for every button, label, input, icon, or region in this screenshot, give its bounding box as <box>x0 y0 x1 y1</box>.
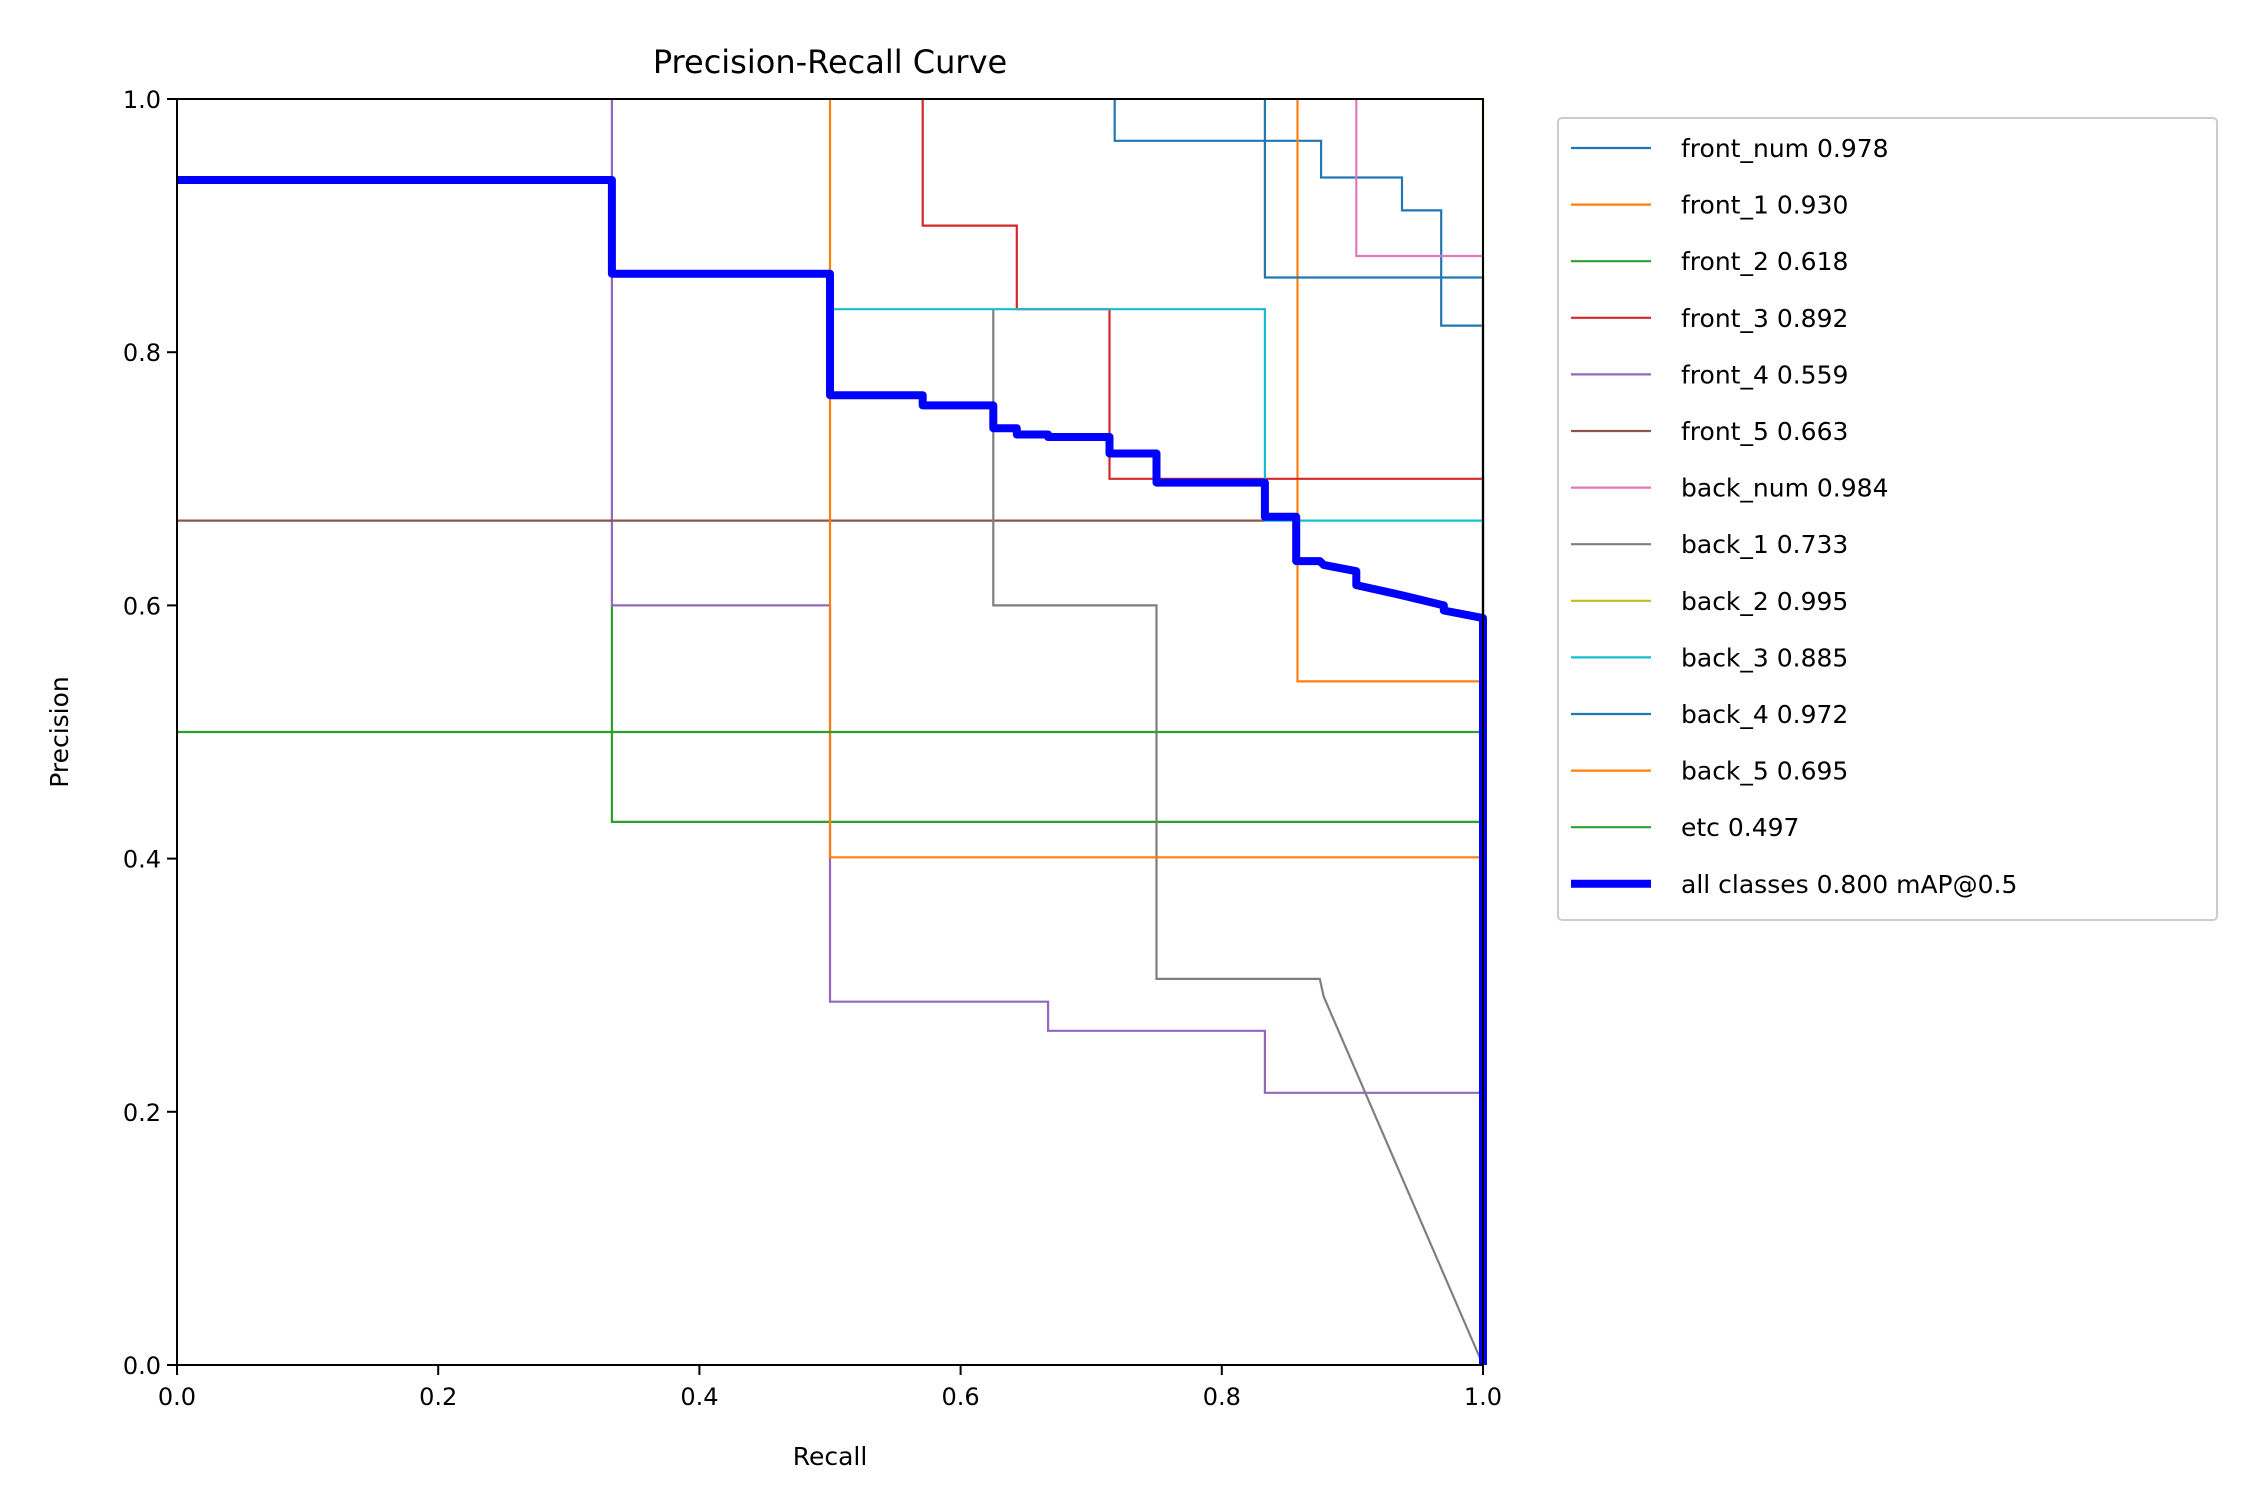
legend-label: front_5 0.663 <box>1681 417 1848 446</box>
x-tick-label: 0.0 <box>158 1383 196 1411</box>
y-tick-label: 0.6 <box>123 592 161 620</box>
legend-label: front_num 0.978 <box>1681 134 1889 163</box>
legend-entry: back_1 0.733 <box>1571 530 1848 559</box>
legend-entry: front_3 0.892 <box>1571 304 1848 333</box>
y-tick-label: 0.2 <box>123 1099 161 1127</box>
legend-entry: back_5 0.695 <box>1571 757 1848 786</box>
series-line-back-1 <box>992 309 1485 1366</box>
legend-label: front_4 0.559 <box>1681 360 1848 389</box>
series-line-front-2 <box>610 605 1485 1365</box>
x-axis-label: Recall <box>793 1442 868 1471</box>
legend-entry: front_num 0.978 <box>1571 134 1889 163</box>
x-tick-label: 0.4 <box>680 1383 718 1411</box>
legend-label: back_3 0.885 <box>1681 643 1848 672</box>
legend-entry: etc 0.497 <box>1571 813 1799 842</box>
x-tick-label: 0.2 <box>419 1383 457 1411</box>
x-tick-label: 0.6 <box>942 1383 980 1411</box>
legend-entry: back_3 0.885 <box>1571 643 1848 672</box>
axis-ticks: 0.0 0.2 0.4 0.6 0.8 1.0 0.0 0.2 0.4 0.6 0.8 1.0 <box>123 86 1502 1411</box>
series-line-front-num <box>1113 99 1485 1365</box>
legend-label: back_2 0.995 <box>1681 587 1848 616</box>
legend-label: back_5 0.695 <box>1681 757 1848 786</box>
legend-entry: front_1 0.930 <box>1571 191 1848 220</box>
series-layer <box>177 99 1487 1366</box>
legend-label: front_2 0.618 <box>1681 247 1848 276</box>
series-line-all <box>177 176 1487 1365</box>
legend-label: all classes 0.800 mAP@0.5 <box>1681 870 2017 899</box>
legend-entry: all classes 0.800 mAP@0.5 <box>1571 870 2017 899</box>
chart-title: Precision-Recall Curve <box>653 43 1007 81</box>
x-tick-label: 1.0 <box>1464 1383 1502 1411</box>
y-axis-label: Precision <box>45 676 74 788</box>
legend-box <box>1557 117 2218 921</box>
legend-label: back_4 0.972 <box>1681 700 1848 729</box>
legend-entry: front_5 0.663 <box>1571 417 1848 446</box>
legend-label: front_3 0.892 <box>1681 304 1848 333</box>
plot-frame <box>176 98 1484 1366</box>
legend-entry: front_4 0.559 <box>1571 360 1848 389</box>
legend-label: etc 0.497 <box>1681 813 1799 842</box>
legend: front_num 0.978 front_1 0.930 front_2 0.61… <box>1557 117 2218 921</box>
legend-label: front_1 0.930 <box>1681 191 1848 220</box>
legend-entry: back_num 0.984 <box>1571 474 1888 503</box>
y-tick-label: 0.0 <box>123 1352 161 1380</box>
legend-entry: back_2 0.995 <box>1571 587 1848 616</box>
legend-entry: back_4 0.972 <box>1571 700 1848 729</box>
legend-label: back_num 0.984 <box>1681 474 1888 503</box>
series-line-front-4 <box>610 99 1485 1365</box>
legend-entry: front_2 0.618 <box>1571 247 1848 276</box>
x-tick-label: 0.8 <box>1203 1383 1241 1411</box>
y-tick-label: 0.4 <box>123 846 161 874</box>
y-tick-label: 0.8 <box>123 339 161 367</box>
legend-label: back_1 0.733 <box>1681 530 1848 559</box>
y-tick-label: 1.0 <box>123 86 161 114</box>
